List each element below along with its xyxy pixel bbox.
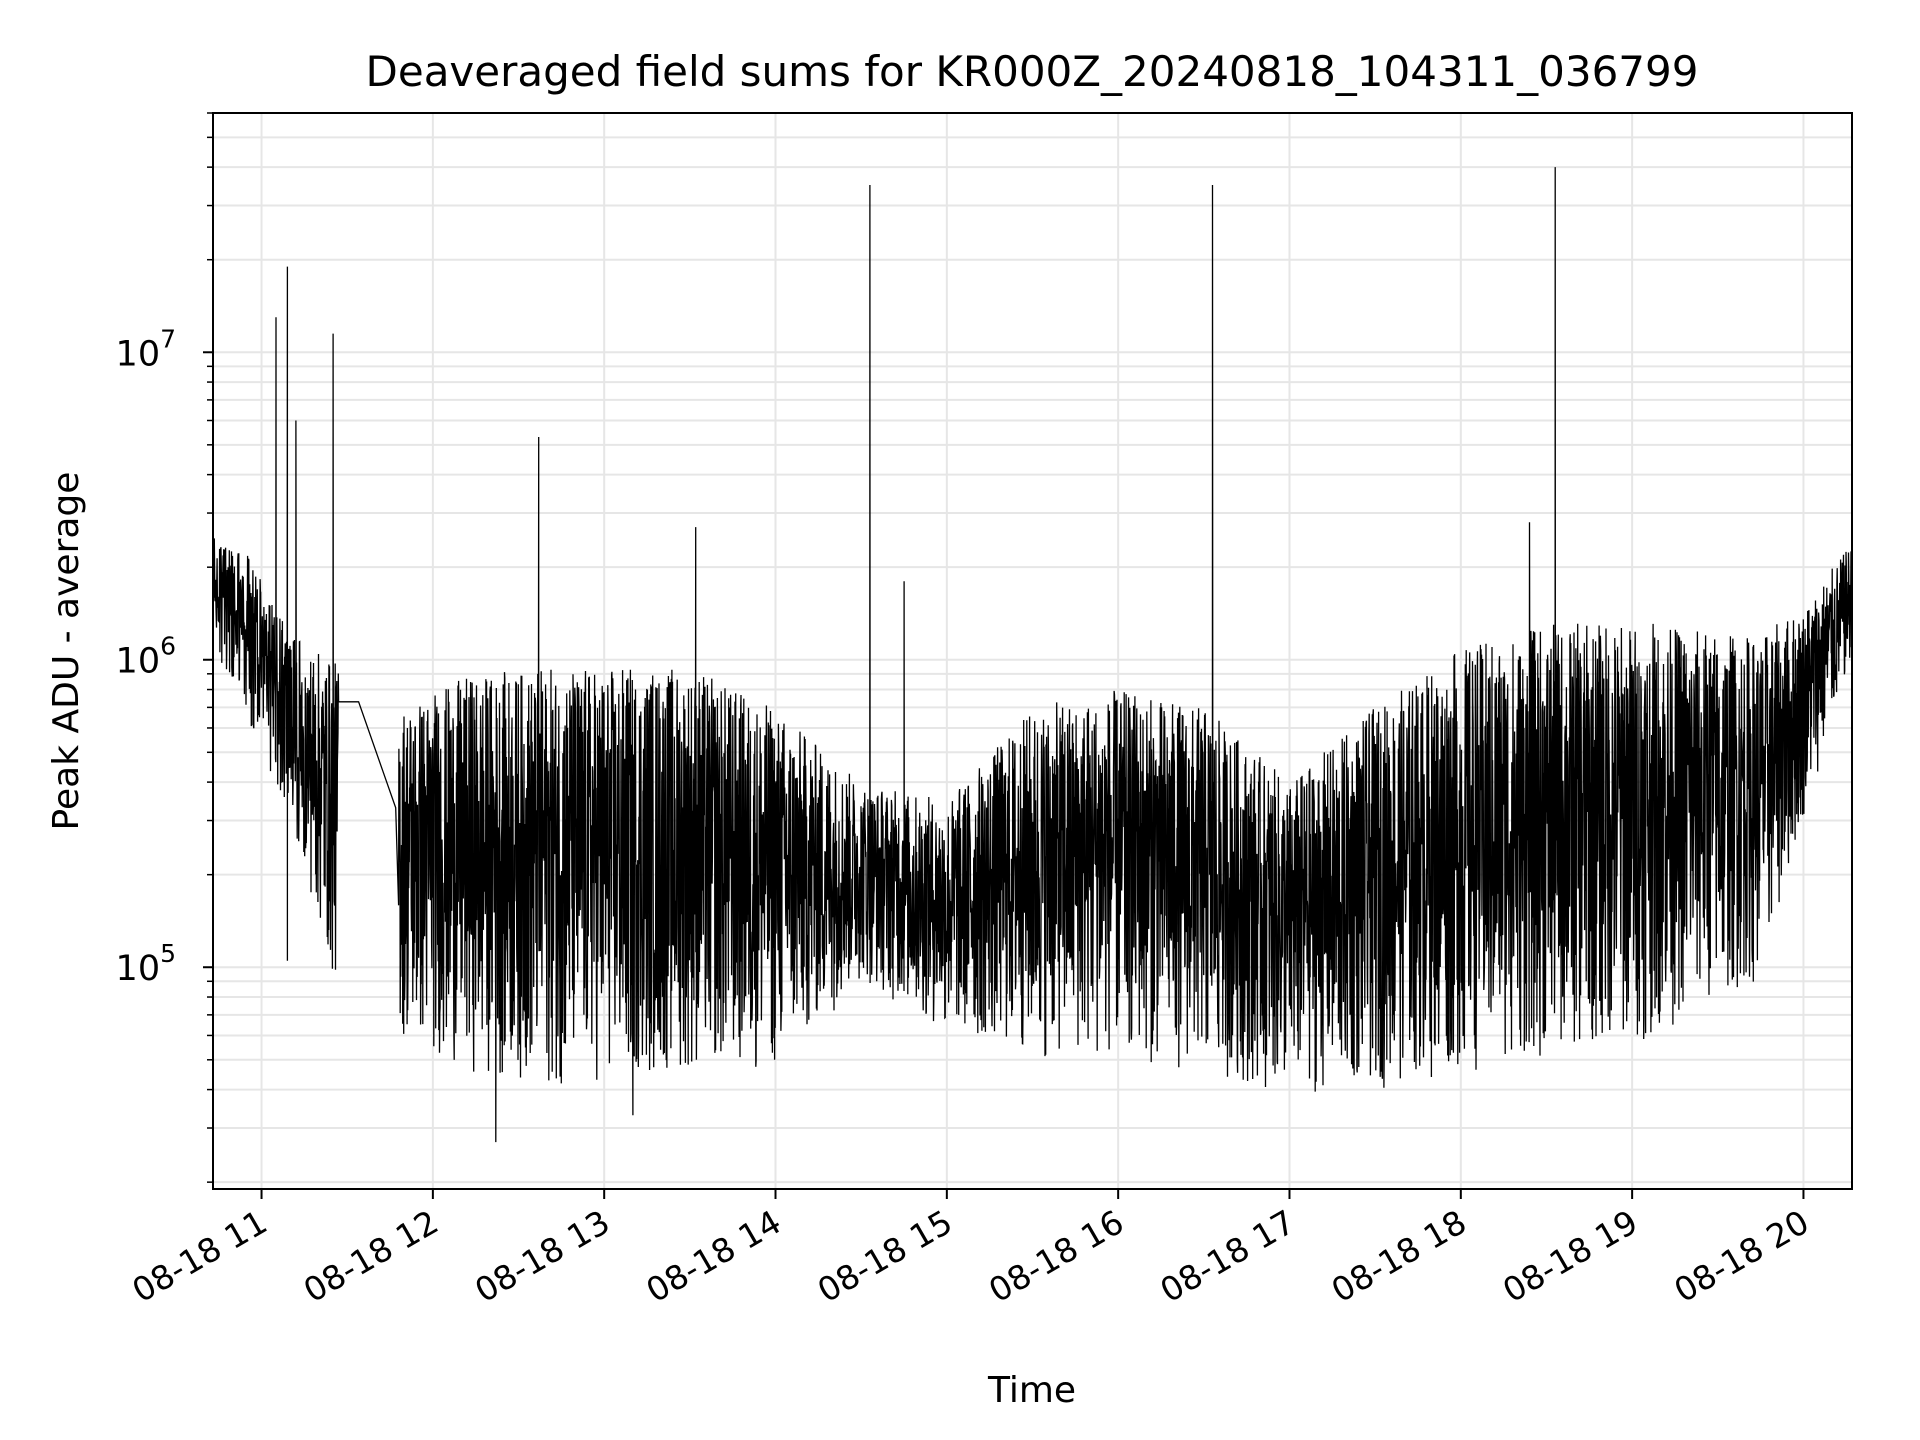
series-line <box>212 167 1853 1143</box>
data-line <box>212 167 1853 1143</box>
plot-frame <box>212 112 1853 1190</box>
y-tick-label: 105 <box>116 939 176 989</box>
x-tick-label: 08-18 17 <box>1153 1202 1301 1310</box>
x-tick-label: 08-18 11 <box>126 1202 274 1310</box>
x-tick-label: 08-18 14 <box>640 1202 788 1310</box>
plot-background <box>213 113 1852 1189</box>
x-tick-label: 08-18 12 <box>297 1202 445 1310</box>
x-tick-label: 08-18 20 <box>1667 1202 1815 1310</box>
chart-title: Deaveraged field sums for KR000Z_2024081… <box>366 47 1699 96</box>
x-axis-ticks: 08-18 11 08-18 12 08-18 13 08-18 14 08-18 15… <box>126 1189 1815 1310</box>
x-axis-label: Time <box>987 1370 1076 1411</box>
y-tick-label: 107 <box>116 324 176 374</box>
x-tick-label: 08-18 13 <box>468 1202 616 1310</box>
x-tick-label: 08-18 19 <box>1496 1202 1644 1310</box>
y-axis-label: Peak ADU - average <box>46 472 87 831</box>
x-tick-label: 08-18 16 <box>982 1202 1130 1310</box>
y-axis-ticks: 105 106 107 <box>116 112 213 1183</box>
y-tick-label: 106 <box>116 632 176 682</box>
x-tick-label: 08-18 18 <box>1325 1202 1473 1310</box>
x-tick-label: 08-18 15 <box>811 1202 959 1310</box>
